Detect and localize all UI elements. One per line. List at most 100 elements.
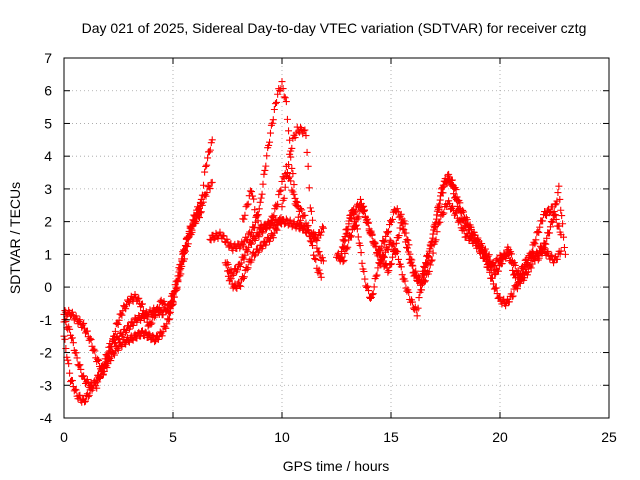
data-point — [197, 208, 205, 216]
data-point — [270, 212, 278, 220]
y-tick-label: 4 — [44, 148, 52, 164]
data-point — [344, 226, 352, 234]
data-point — [298, 206, 306, 214]
data-point — [555, 182, 563, 190]
data-point — [169, 291, 177, 299]
data-point — [412, 267, 420, 275]
data-point — [352, 221, 360, 229]
data-point — [140, 315, 148, 323]
data-point — [425, 247, 433, 255]
data-point — [318, 254, 326, 262]
y-tick-label: 6 — [44, 83, 52, 99]
data-point — [485, 251, 493, 259]
data-point — [355, 213, 363, 221]
series-track-g — [239, 187, 308, 234]
data-point — [262, 224, 270, 232]
data-point — [316, 270, 324, 278]
data-point — [111, 327, 119, 335]
data-point — [361, 275, 369, 283]
series-track-b — [60, 136, 216, 378]
data-point — [93, 384, 101, 392]
data-point — [452, 196, 460, 204]
data-point — [282, 162, 290, 170]
data-point — [556, 250, 564, 258]
data-point — [436, 200, 444, 208]
data-point — [414, 304, 422, 312]
data-point — [273, 98, 281, 106]
data-point — [244, 248, 252, 256]
data-point — [312, 235, 320, 243]
data-point — [304, 162, 312, 170]
data-point — [118, 343, 126, 351]
data-point — [170, 288, 178, 296]
data-point — [452, 186, 460, 194]
data-point — [360, 268, 368, 276]
data-point — [114, 336, 122, 344]
data-point — [542, 211, 550, 219]
data-point — [84, 393, 92, 401]
data-point — [365, 225, 373, 233]
y-tick-label: -4 — [40, 410, 53, 426]
data-point — [449, 182, 457, 190]
data-point — [279, 216, 287, 224]
data-point — [548, 251, 556, 259]
data-point — [137, 316, 145, 324]
data-point — [202, 192, 210, 200]
data-point — [288, 164, 296, 172]
data-point — [546, 223, 554, 231]
data-point — [283, 169, 291, 177]
data-point — [386, 236, 394, 244]
data-point — [276, 187, 284, 195]
data-point — [513, 285, 521, 293]
data-point — [81, 397, 89, 405]
data-point — [181, 247, 189, 255]
data-point — [312, 256, 320, 264]
data-point — [100, 362, 108, 370]
data-point — [383, 245, 391, 253]
data-point — [407, 255, 415, 263]
data-point — [64, 356, 72, 364]
data-point — [131, 290, 139, 298]
data-point — [305, 228, 313, 236]
data-point — [475, 242, 483, 250]
data-point — [428, 256, 436, 264]
data-point — [404, 236, 412, 244]
data-point — [535, 228, 543, 236]
data-point — [317, 231, 325, 239]
data-point — [420, 278, 428, 286]
data-point — [516, 279, 524, 287]
data-point — [373, 271, 381, 279]
data-point — [397, 263, 405, 271]
x-axis-label: GPS time / hours — [283, 458, 390, 474]
data-point — [372, 272, 380, 280]
data-point — [385, 228, 393, 236]
data-point — [263, 152, 271, 160]
series-track-j — [339, 195, 565, 294]
data-point — [318, 223, 326, 231]
data-point — [202, 162, 210, 170]
data-point — [96, 374, 104, 382]
data-point — [413, 272, 421, 280]
data-point — [534, 228, 542, 236]
data-point — [301, 126, 309, 134]
data-point — [517, 275, 525, 283]
data-point — [385, 267, 393, 275]
data-point — [181, 241, 189, 249]
data-point — [380, 237, 388, 245]
data-point — [117, 310, 125, 318]
data-point — [72, 349, 80, 357]
data-point — [361, 212, 369, 220]
data-point — [297, 124, 305, 132]
data-point — [523, 261, 531, 269]
data-point — [141, 328, 149, 336]
data-point — [445, 197, 453, 205]
data-point — [247, 240, 255, 248]
data-point — [246, 187, 254, 195]
data-point — [371, 240, 379, 248]
data-point — [429, 249, 437, 257]
data-point — [69, 339, 77, 347]
data-point — [393, 205, 401, 213]
data-point — [390, 240, 398, 248]
data-point — [260, 170, 268, 178]
data-point — [436, 218, 444, 226]
